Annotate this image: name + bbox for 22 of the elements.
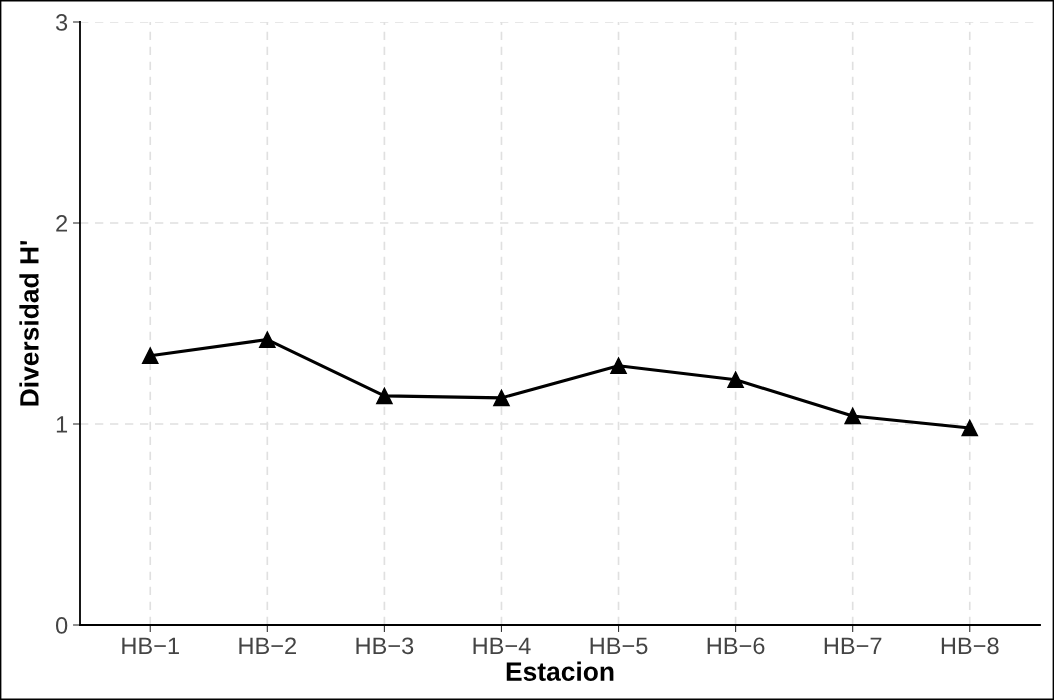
x-tick-label: HB−5 [590,637,648,655]
y-axis-title: Diversidad H' [19,241,39,406]
x-tick-label: HB−6 [707,637,765,655]
point [493,389,510,407]
y-tick-label: 2 [56,215,68,232]
x-tick-label: HB−2 [239,637,296,654]
point [727,371,744,389]
point [610,357,627,375]
point [844,407,862,425]
x-tick-label: HB−1 [122,637,179,654]
y-tick-label: 3 [55,14,68,31]
x-tick-label: HB−4 [473,637,531,654]
x-tick-label: HB−3 [356,637,414,655]
point [376,387,393,405]
point [141,347,159,364]
y-tick-label: 0 [55,617,68,634]
point [258,331,276,348]
y-tick-label: 1 [56,416,68,433]
x-tick-label: HB−8 [941,637,999,655]
x-axis-title: Estacion [506,661,614,681]
x-tick-label: HB−7 [824,637,882,654]
point [961,419,979,437]
